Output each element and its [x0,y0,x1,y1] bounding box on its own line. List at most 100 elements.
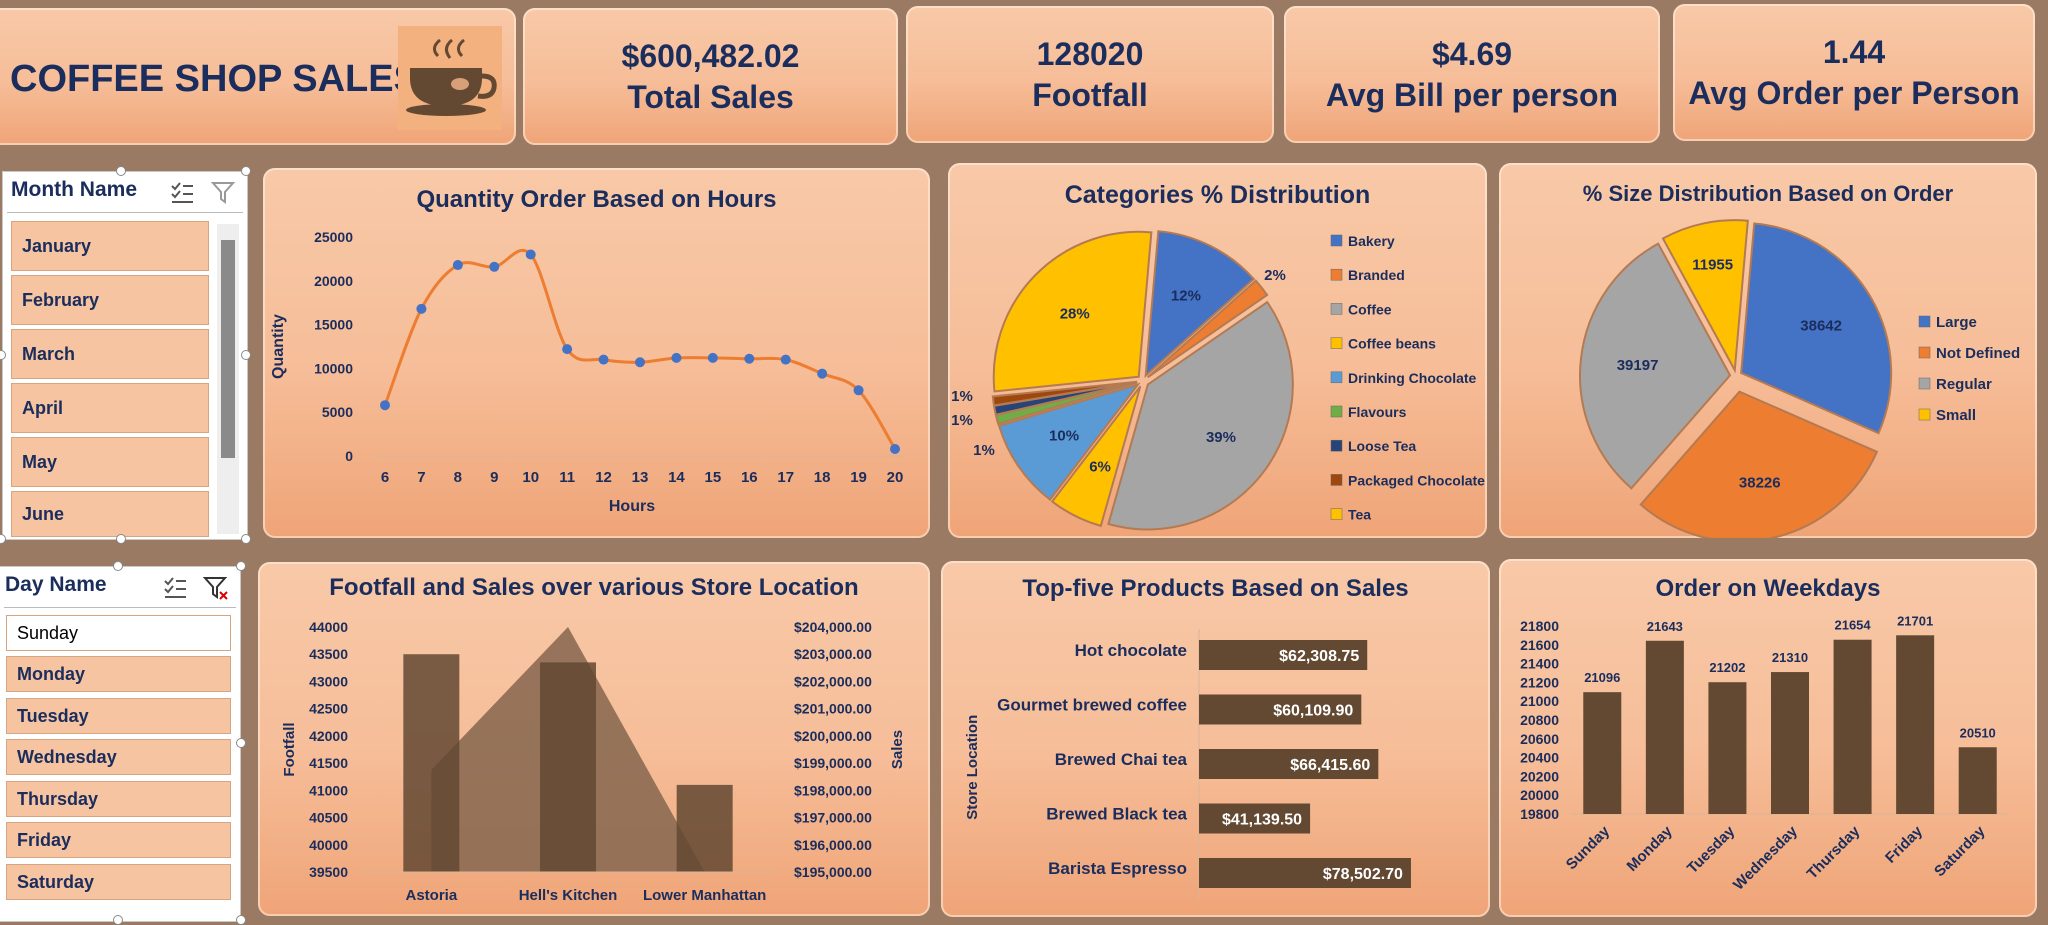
legend-swatch [1330,405,1343,418]
multi-select-icon[interactable] [162,575,188,601]
pie-slice [991,380,1138,407]
legend-label: Coffee beans [1348,336,1436,352]
kpi-value: 1.44 [1822,33,1886,70]
legend-label: Loose Tea [1348,438,1416,454]
kpi-value: $4.69 [1431,35,1513,72]
pie-slice [1740,222,1893,435]
y2-tick-label: $199,000.00 [794,755,872,771]
top-products-chart: Top-five Products Based on Sales Store L… [941,561,1490,917]
slice-label: 12% [1171,287,1201,304]
data-label: 21096 [1584,670,1620,685]
data-point [380,400,390,411]
bar [1896,635,1935,814]
y-axis-title: Footfall [281,722,298,776]
scrollbar-thumb[interactable] [221,240,235,458]
y-tick-label: 20200 [1520,768,1559,784]
pie-chart-svg: 38642 38226 39197 11955 Large Not Defined Regu… [1579,219,2020,538]
slice-label: 38642 [1800,318,1842,335]
y2-tick-label: $197,000.00 [794,810,872,826]
data-point [780,354,791,365]
pie-slice [1661,219,1749,374]
legend-swatch [1330,337,1343,349]
resize-handle[interactable] [0,350,6,360]
legend-swatch [1330,508,1343,520]
y-tick-label: 42500 [309,701,348,717]
x-axis-title: Hours [609,498,655,515]
legend-swatch [1330,371,1343,384]
y2-tick-label: $203,000.00 [794,646,872,662]
resize-handle[interactable] [241,350,251,360]
resize-handle[interactable] [116,534,126,544]
slicer-item[interactable]: May [11,437,209,487]
y2-tick-label: $198,000.00 [794,782,872,798]
data-point [489,261,500,272]
legend-label: Not Defined [1936,345,2020,362]
data-label: $41,139.50 [1222,812,1302,829]
legend-swatch [1330,439,1343,452]
y-tick-label: 15000 [314,317,353,333]
chart-title: Categories % Distribution [1064,181,1371,209]
y-tick-label: 20800 [1520,712,1559,728]
resize-handle[interactable] [241,534,251,544]
slice-label: 2% [1264,267,1286,284]
kpi-footfall: 128020 Footfall [906,6,1274,143]
slicer-item[interactable]: Tuesday [6,698,231,734]
data-point [452,260,463,271]
x-tick-label: 6 [381,469,389,486]
resize-handle[interactable] [236,738,246,748]
y-tick-label: 5000 [322,404,353,420]
slicer-item[interactable]: April [11,383,209,433]
data-label: $62,308.75 [1279,648,1359,665]
y-tick-label: 25000 [314,229,353,245]
bar-chart-svg: 19800 20000 20200 20400 20600 20800 21000 21200… [1520,613,2009,894]
x-tick-label: 18 [814,469,831,486]
resize-handle[interactable] [113,561,123,571]
legend-label: Small [1936,407,1976,424]
resize-handle[interactable] [236,561,246,571]
clear-filter-icon[interactable] [202,575,229,601]
data-label: 20510 [1960,725,1996,740]
data-point [707,352,718,363]
y-tick-label: 21000 [1520,693,1559,709]
slicer-item[interactable]: Sunday [6,615,231,651]
slicer-item[interactable]: March [11,329,209,379]
slicer-item[interactable]: January [11,221,209,271]
x-tick-label: Monday [1624,822,1677,875]
chart-title: Footfall and Sales over various Store Lo… [329,574,859,601]
clear-filter-icon[interactable] [210,180,237,206]
slicer-item[interactable]: June [11,491,209,537]
scrollbar-track[interactable] [217,224,239,534]
resize-handle[interactable] [0,534,6,544]
bar [1833,639,1872,814]
legend-label: Drinking Chocolate [1348,370,1477,386]
legend-label: Tea [1348,507,1371,523]
pie-slice [997,382,1141,501]
slicer-item[interactable]: Thursday [6,781,231,817]
combo-chart-svg: 44000 43500 43000 42500 42000 41500 41000 40500… [281,619,906,904]
slicer-item[interactable]: Friday [6,822,231,858]
slicer-item[interactable]: Saturday [6,864,231,900]
hourly-quantity-chart: Quantity Order Based on Hours 0 5000 10000… [263,168,930,538]
y2-tick-label: $200,000.00 [794,728,872,744]
x-tick-label: 20 [887,469,904,486]
multi-select-icon[interactable] [169,180,195,206]
legend-label: Regular [1936,376,1992,393]
day-name-slicer[interactable]: Day Name Sunday Monday Tuesday Wednesday… [0,566,241,922]
slicer-item[interactable]: February [11,275,209,325]
y-tick-label: 43000 [309,673,348,689]
footfall-bar [540,662,596,872]
bar [1958,747,1997,814]
x-tick-label: 15 [705,469,722,486]
slice-label: 1% [973,442,995,459]
slicer-item[interactable]: Wednesday [6,739,231,775]
resize-handle[interactable] [116,166,126,176]
y-tick-label: 21800 [1520,618,1559,634]
data-point [635,357,645,368]
slicer-item[interactable]: Monday [6,656,231,692]
y-tick-label: 21400 [1520,656,1559,672]
kpi-label: Total Sales [627,78,794,115]
resize-handle[interactable] [241,166,251,176]
chart-title: Top-five Products Based on Sales [1022,575,1409,602]
month-name-slicer[interactable]: Month Name January February March April … [2,171,248,540]
y-tick-label: Barista Espresso [1048,859,1187,878]
